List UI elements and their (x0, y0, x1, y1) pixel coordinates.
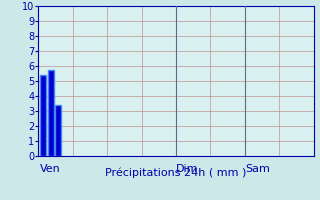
Text: Dim: Dim (176, 164, 198, 174)
Text: Sam: Sam (245, 164, 270, 174)
Bar (40, 75, 46, 156)
X-axis label: Précipitations 24h ( mm ): Précipitations 24h ( mm ) (105, 167, 247, 178)
Text: Ven: Ven (40, 164, 60, 174)
Bar (55, 105, 61, 156)
Bar (48, 70, 54, 156)
